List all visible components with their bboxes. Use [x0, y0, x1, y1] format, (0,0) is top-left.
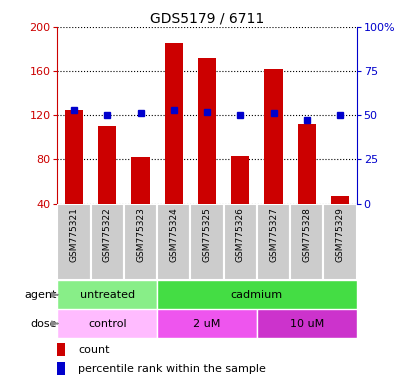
Text: agent: agent [25, 290, 57, 300]
Bar [131, 157, 149, 204]
Bar [256, 309, 356, 338]
Text: control: control [88, 318, 126, 329]
Text: count: count [78, 345, 110, 355]
Bar [90, 204, 124, 280]
Title: GDS5179 / 6711: GDS5179 / 6711 [150, 12, 263, 26]
Text: GSM775321: GSM775321 [70, 207, 79, 262]
Bar [57, 343, 65, 356]
Text: GSM775323: GSM775323 [136, 207, 145, 262]
Text: GSM775322: GSM775322 [103, 207, 112, 262]
Bar [57, 309, 157, 338]
Text: percentile rank within the sample: percentile rank within the sample [78, 364, 265, 374]
Text: GSM775324: GSM775324 [169, 207, 178, 262]
Bar [57, 280, 157, 309]
Bar [297, 124, 315, 204]
Text: 10 uM: 10 uM [289, 318, 323, 329]
Bar [98, 126, 116, 204]
Bar [330, 196, 348, 204]
Text: 2 uM: 2 uM [193, 318, 220, 329]
Text: GSM775326: GSM775326 [235, 207, 244, 262]
Bar [323, 204, 356, 280]
Bar [57, 362, 65, 375]
Bar [231, 156, 249, 204]
Text: cadmium: cadmium [230, 290, 282, 300]
Text: dose: dose [31, 318, 57, 329]
Bar [264, 69, 282, 204]
Bar [57, 204, 90, 280]
Bar [164, 43, 182, 204]
Bar [190, 204, 223, 280]
Bar [65, 110, 83, 204]
Text: GSM775329: GSM775329 [335, 207, 344, 262]
Bar [124, 204, 157, 280]
Bar [157, 204, 190, 280]
Text: GSM775327: GSM775327 [268, 207, 277, 262]
Bar [256, 204, 290, 280]
Text: untreated: untreated [79, 290, 135, 300]
Bar [198, 58, 216, 204]
Bar [157, 309, 256, 338]
Text: GSM775325: GSM775325 [202, 207, 211, 262]
Bar [157, 280, 356, 309]
Bar [223, 204, 256, 280]
Bar [290, 204, 323, 280]
Text: GSM775328: GSM775328 [301, 207, 310, 262]
